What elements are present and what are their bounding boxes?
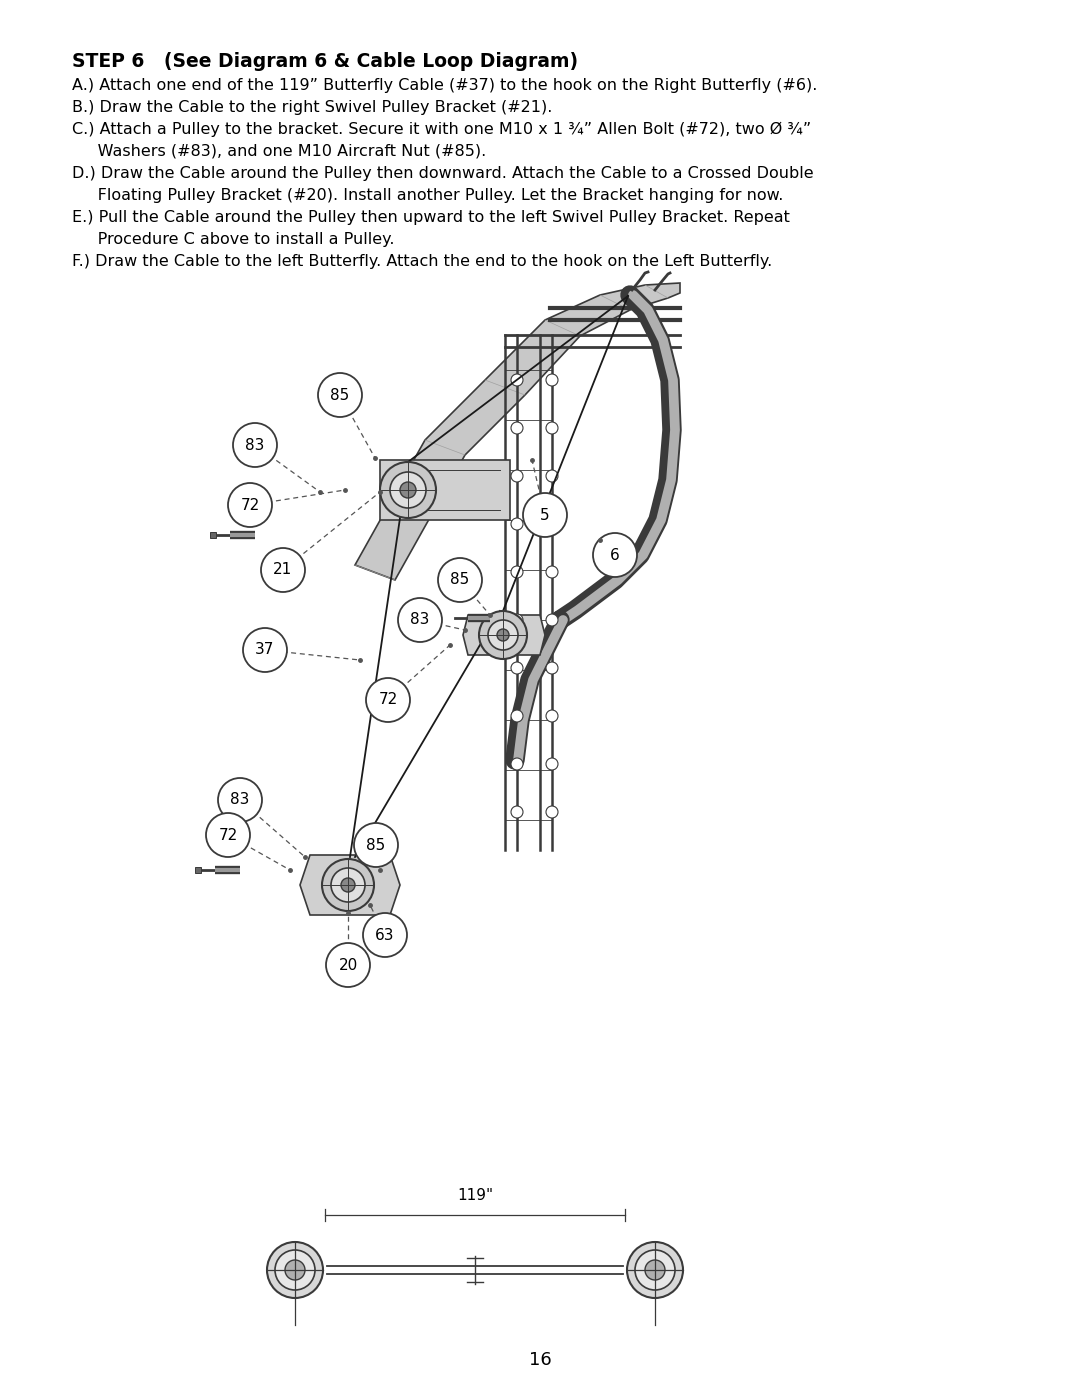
Circle shape (511, 469, 523, 482)
Text: 85: 85 (450, 573, 470, 588)
Circle shape (341, 877, 355, 893)
Circle shape (267, 1242, 323, 1298)
Text: Washers (#83), and one M10 Aircraft Nut (#85).: Washers (#83), and one M10 Aircraft Nut … (72, 144, 486, 159)
Circle shape (511, 759, 523, 770)
Circle shape (546, 615, 558, 626)
Text: 72: 72 (218, 827, 238, 842)
Text: E.) Pull the Cable around the Pulley then upward to the left Swivel Pulley Brack: E.) Pull the Cable around the Pulley the… (72, 210, 789, 225)
Circle shape (627, 1242, 683, 1298)
Text: 63: 63 (375, 928, 395, 943)
Text: 72: 72 (241, 497, 259, 513)
Circle shape (390, 472, 426, 509)
Bar (195, 868, 201, 873)
Circle shape (523, 493, 567, 536)
Text: 119": 119" (457, 1187, 494, 1203)
Text: D.) Draw the Cable around the Pulley then downward. Attach the Cable to a Crosse: D.) Draw the Cable around the Pulley the… (72, 166, 813, 182)
Text: 83: 83 (245, 437, 265, 453)
Text: 20: 20 (338, 957, 357, 972)
Text: 83: 83 (410, 612, 430, 627)
Circle shape (497, 629, 509, 641)
Text: 72: 72 (378, 693, 397, 707)
Circle shape (511, 615, 523, 626)
Circle shape (206, 813, 249, 856)
Polygon shape (463, 615, 545, 655)
Text: 5: 5 (540, 507, 550, 522)
Text: STEP 6   (See Diagram 6 & Cable Loop Diagram): STEP 6 (See Diagram 6 & Cable Loop Diagr… (72, 52, 578, 71)
Circle shape (546, 759, 558, 770)
Polygon shape (355, 284, 680, 580)
Circle shape (511, 662, 523, 673)
Circle shape (511, 566, 523, 578)
Circle shape (400, 482, 416, 497)
Circle shape (228, 483, 272, 527)
Circle shape (366, 678, 410, 722)
Bar (210, 532, 216, 538)
Text: A.) Attach one end of the 119” Butterfly Cable (#37) to the hook on the Right Bu: A.) Attach one end of the 119” Butterfly… (72, 78, 818, 94)
Polygon shape (300, 855, 400, 915)
Text: 6: 6 (610, 548, 620, 563)
Text: C.) Attach a Pulley to the bracket. Secure it with one M10 x 1 ¾” Allen Bolt (#7: C.) Attach a Pulley to the bracket. Secu… (72, 122, 811, 137)
Circle shape (322, 859, 374, 911)
Text: 16: 16 (528, 1351, 552, 1369)
Circle shape (275, 1250, 315, 1289)
Text: Procedure C above to install a Pulley.: Procedure C above to install a Pulley. (72, 232, 394, 247)
Circle shape (218, 778, 262, 821)
Circle shape (488, 620, 518, 650)
Circle shape (438, 557, 482, 602)
Circle shape (363, 914, 407, 957)
Circle shape (511, 518, 523, 529)
Circle shape (399, 598, 442, 643)
Circle shape (261, 548, 305, 592)
Circle shape (511, 374, 523, 386)
Circle shape (546, 806, 558, 819)
Text: F.) Draw the Cable to the left Butterfly. Attach the end to the hook on the Left: F.) Draw the Cable to the left Butterfly… (72, 254, 772, 270)
Circle shape (546, 422, 558, 434)
Circle shape (546, 566, 558, 578)
Circle shape (546, 374, 558, 386)
Text: 85: 85 (366, 837, 386, 852)
Circle shape (546, 710, 558, 722)
Circle shape (635, 1250, 675, 1289)
Circle shape (546, 469, 558, 482)
Text: 83: 83 (230, 792, 249, 807)
Circle shape (354, 823, 399, 868)
Circle shape (243, 629, 287, 672)
Circle shape (645, 1260, 665, 1280)
Circle shape (593, 534, 637, 577)
Circle shape (511, 710, 523, 722)
Circle shape (546, 518, 558, 529)
Text: 85: 85 (330, 387, 350, 402)
Circle shape (480, 610, 527, 659)
Polygon shape (380, 460, 510, 520)
Circle shape (546, 662, 558, 673)
Circle shape (511, 806, 523, 819)
Text: 37: 37 (255, 643, 274, 658)
Circle shape (511, 422, 523, 434)
Circle shape (233, 423, 276, 467)
Text: B.) Draw the Cable to the right Swivel Pulley Bracket (#21).: B.) Draw the Cable to the right Swivel P… (72, 101, 552, 115)
Circle shape (380, 462, 436, 518)
Text: 21: 21 (273, 563, 293, 577)
Circle shape (326, 943, 370, 988)
Text: Floating Pulley Bracket (#20). Install another Pulley. Let the Bracket hanging f: Floating Pulley Bracket (#20). Install a… (72, 189, 783, 203)
Circle shape (285, 1260, 305, 1280)
Circle shape (318, 373, 362, 416)
Circle shape (330, 868, 365, 902)
